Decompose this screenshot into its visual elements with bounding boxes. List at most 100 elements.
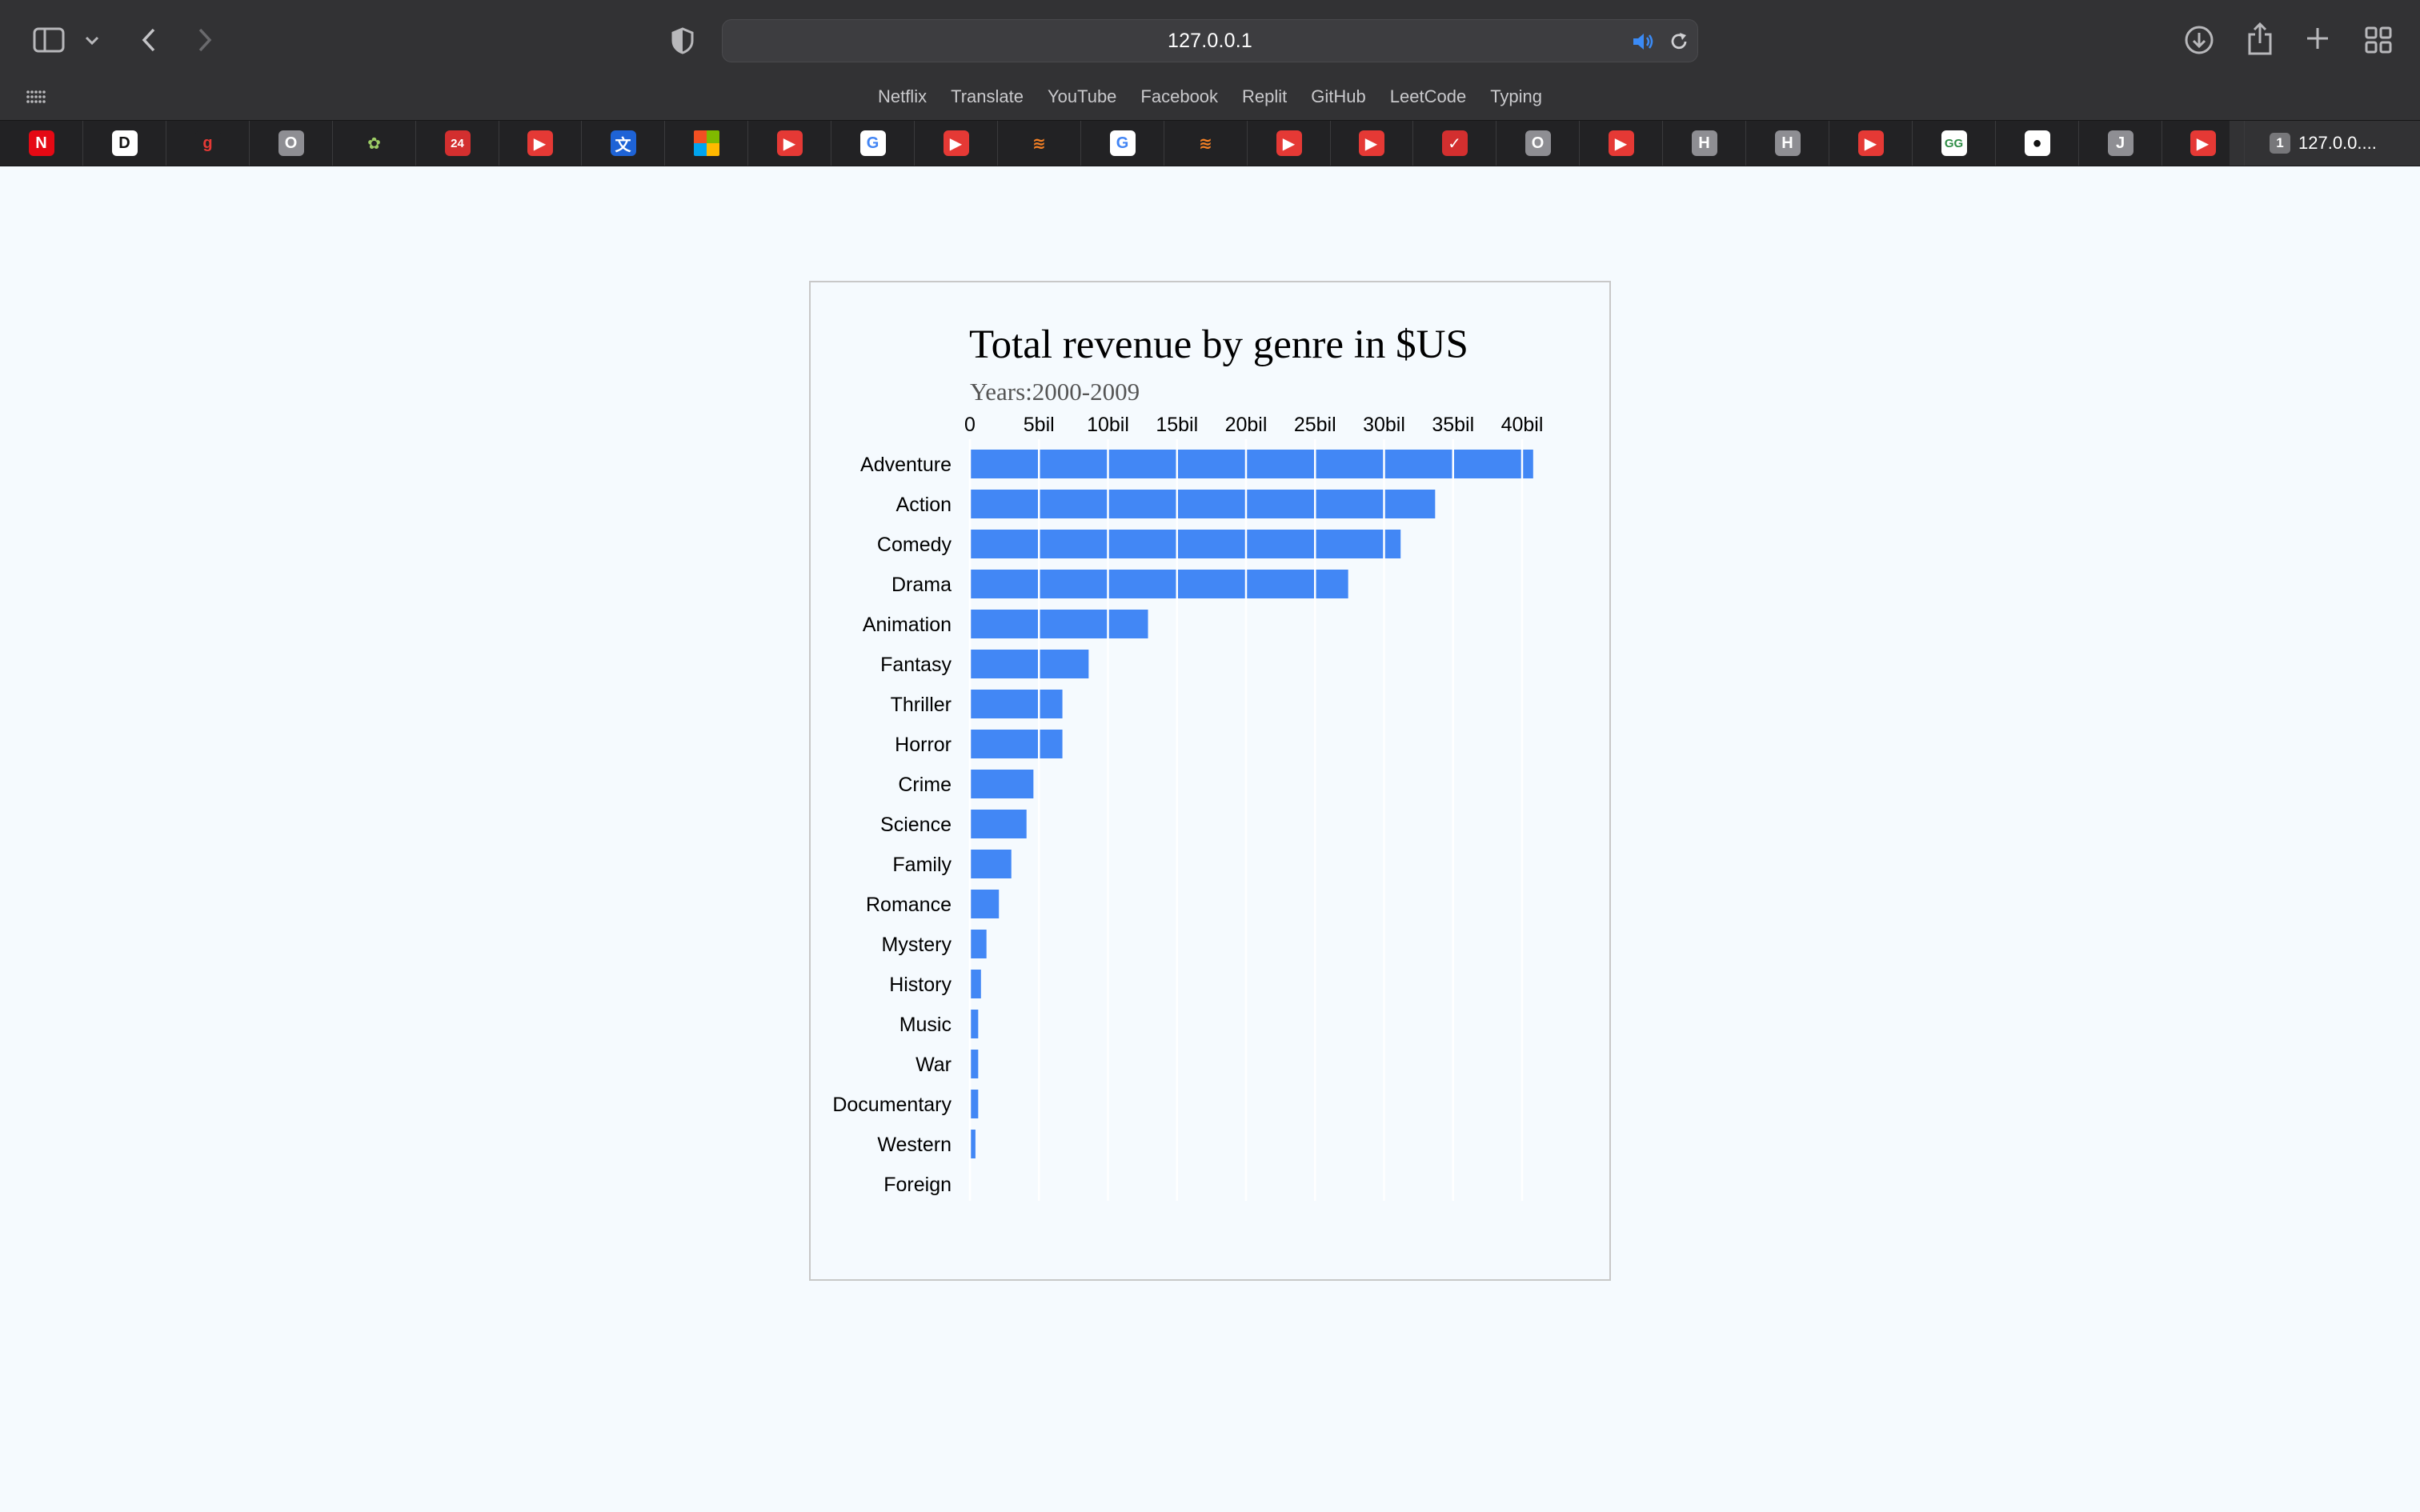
back-button[interactable] [133,24,165,56]
pinned-tab[interactable] [665,121,748,166]
favorite-github[interactable]: GitHub [1311,86,1366,106]
category-label: Family [892,854,952,876]
category-label: War [916,1054,952,1076]
category-label: Horror [895,734,952,756]
sidebar-toggle-icon[interactable] [30,24,67,56]
pinned-tab[interactable]: H [1746,121,1829,166]
active-tab[interactable]: 1 127.0.0.... [2230,121,2420,166]
stackoverflow-icon: ≋ [1192,130,1219,156]
pinned-tab[interactable]: G [1081,121,1164,166]
number-24-icon: 24 [444,130,471,156]
letter-j-icon: J [2107,130,2134,156]
category-label: Adventure [860,454,952,476]
address-bar[interactable]: 127.0.0.1 [722,19,1698,62]
bar-chart: 0 5bil 10bil 15bil 20bil 25bil 30bil 35bil 40bil… [832,414,1544,1201]
pinned-tab[interactable]: ● [1996,121,2079,166]
youtube-icon: ▶ [1358,130,1384,156]
chrome-dino-icon: ✿ [361,130,387,156]
pinned-tab[interactable]: G [831,121,915,166]
share-icon[interactable] [2242,19,2278,58]
netflix-icon: N [28,130,54,156]
pinned-tab[interactable]: N [0,121,83,166]
bar-animation [970,610,1148,638]
x-tick-label: 30bil [1363,414,1405,436]
chart-container [809,281,1611,1281]
favorite-translate[interactable]: Translate [951,86,1024,106]
pinned-tab[interactable]: H [1663,121,1746,166]
youtube-icon: ▶ [1276,130,1302,156]
youtube-icon: ▶ [1608,130,1634,156]
pinned-tab[interactable]: ≋ [998,121,1081,166]
youtube-icon: ▶ [1857,130,1884,156]
pinned-tab[interactable]: ≋ [1164,121,1248,166]
bar-mystery [970,930,987,958]
translate-icon: 文 [610,130,636,156]
pinned-tab[interactable]: J [2079,121,2162,166]
new-tab-plus-icon[interactable] [2302,22,2334,54]
pinned-tab[interactable]: D [83,121,166,166]
google-icon: G [859,130,886,156]
letter-o-icon: O [1525,130,1551,156]
bar-action [970,490,1436,518]
letter-h-icon: H [1691,130,1717,156]
address-bar-url: 127.0.0.1 [1167,29,1253,52]
chevron-left-icon [142,28,155,52]
pinned-tab[interactable]: O [1496,121,1580,166]
speaker-icon[interactable] [1630,28,1657,55]
favorite-leetcode[interactable]: LeetCode [1389,86,1467,106]
privacy-shield-icon[interactable] [666,24,699,58]
x-tick-label: 20bil [1225,414,1268,436]
pinned-tab[interactable]: ▶ [499,121,582,166]
bar-adventure [970,450,1533,478]
pinned-tab[interactable]: ▶ [1330,121,1413,166]
tab-overview-icon[interactable] [2361,22,2396,58]
pinned-tab[interactable]: g [166,121,250,166]
browser-toolbar: 127.0.0.1 Netflix Translate YouTube Face… [0,0,2420,120]
x-tick-label: 40bil [1501,414,1544,436]
dropbox-paper-icon: D [111,130,138,156]
bar-western [970,1130,976,1158]
pinned-tab[interactable]: ▶ [1580,121,1663,166]
pinned-tab[interactable]: ▶ [1248,121,1331,166]
pinned-tab[interactable]: ▶ [748,121,831,166]
bar-romance [970,890,1000,918]
favorite-typing[interactable]: Typing [1490,86,1543,106]
category-label: Thriller [891,694,952,716]
chevron-down-icon[interactable] [80,29,104,53]
reload-icon[interactable] [1665,28,1693,55]
category-label: Action [896,494,952,516]
bar-crime [970,770,1034,798]
forward-button[interactable] [189,24,221,56]
pinned-tab[interactable]: ✿ [333,121,416,166]
pinned-tab[interactable]: ▶ [1829,121,1913,166]
pinned-tab[interactable]: 文 [582,121,665,166]
category-label: Foreign [883,1174,952,1196]
bar-science [970,810,1027,838]
stackoverflow-icon: ≋ [1026,130,1052,156]
favorite-youtube[interactable]: YouTube [1047,86,1117,106]
category-label: History [889,974,952,996]
pinned-tab[interactable]: ✓ [1413,121,1496,166]
bar-fantasy [970,650,1089,678]
category-label: Romance [866,894,952,916]
pinned-tab[interactable]: O [250,121,333,166]
pinned-tab[interactable]: 24 [416,121,499,166]
pinned-tab[interactable]: GG [1913,121,1996,166]
favorite-netflix[interactable]: Netflix [877,86,928,106]
tab-badge: 1 [2270,133,2290,154]
pinned-tab[interactable]: ▶ [915,121,998,166]
bar-horror [970,730,1063,758]
bar-comedy [970,530,1401,558]
category-label: Crime [898,774,952,796]
downloads-icon[interactable] [2182,22,2217,58]
apps-grid-icon[interactable] [22,85,50,109]
favorite-replit[interactable]: Replit [1242,86,1288,106]
favorites-bar: Netflix Translate YouTube Facebook Repli… [0,83,2420,110]
category-label: Science [880,814,952,836]
category-label: Documentary [832,1094,952,1116]
favorite-facebook[interactable]: Facebook [1140,86,1219,106]
youtube-icon: ▶ [527,130,553,156]
microsoft-icon [693,130,719,156]
pinned-tab[interactable]: ▶ [2162,121,2245,166]
